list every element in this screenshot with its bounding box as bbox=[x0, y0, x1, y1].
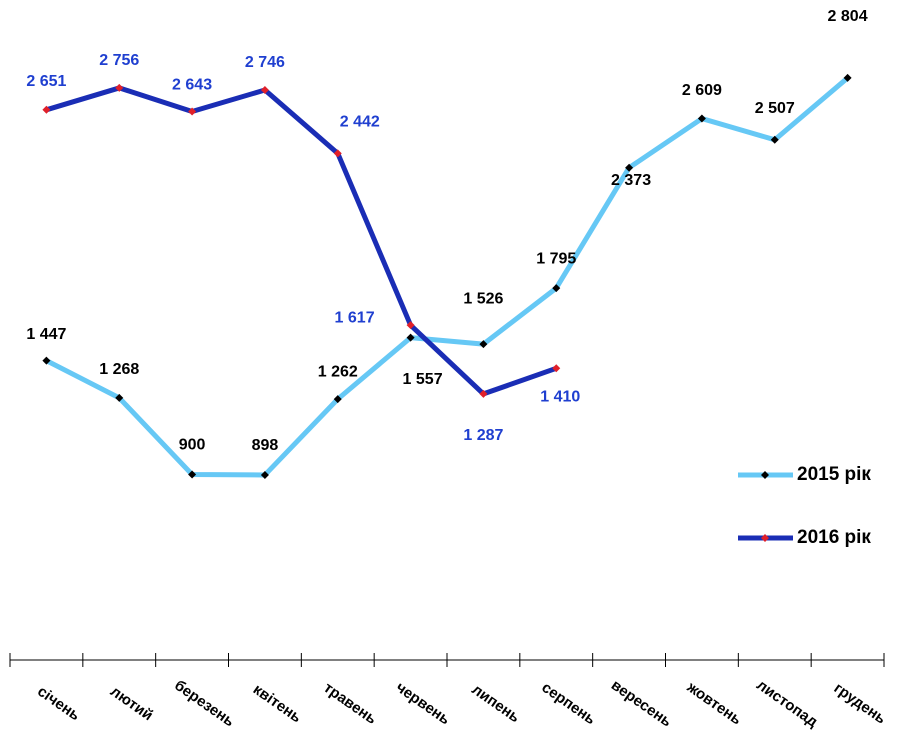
x-tick-label: квітень bbox=[250, 681, 305, 726]
marker bbox=[42, 105, 51, 114]
value-label: 898 bbox=[252, 437, 279, 454]
value-label: 1 617 bbox=[335, 309, 375, 326]
marker bbox=[406, 333, 415, 342]
marker bbox=[552, 364, 561, 373]
value-label: 2 609 bbox=[682, 82, 722, 99]
value-label: 900 bbox=[179, 437, 206, 454]
marker bbox=[188, 107, 197, 116]
x-tick-label: жовтень bbox=[683, 678, 745, 728]
marker bbox=[115, 83, 124, 92]
value-label: 2 442 bbox=[340, 114, 380, 131]
x-tick-label: грудень bbox=[831, 680, 889, 728]
marker bbox=[42, 356, 51, 365]
x-tick-label: січень bbox=[34, 683, 83, 724]
value-label: 1 557 bbox=[403, 371, 443, 388]
legend-marker bbox=[761, 471, 769, 479]
value-label: 2 746 bbox=[245, 54, 285, 71]
x-tick-label: червень bbox=[393, 679, 453, 728]
value-label: 1 526 bbox=[463, 290, 503, 307]
marker bbox=[406, 321, 415, 330]
marker bbox=[479, 389, 488, 398]
value-label: 1 268 bbox=[99, 361, 139, 378]
legend-label: 2016 рік bbox=[797, 527, 871, 548]
series-line bbox=[45, 85, 558, 397]
x-tick-label: лютий bbox=[107, 683, 156, 724]
series-line bbox=[45, 76, 850, 478]
marker bbox=[625, 163, 634, 172]
marker bbox=[697, 114, 706, 123]
value-label: 2 643 bbox=[172, 77, 212, 94]
value-label: 1 447 bbox=[26, 326, 66, 343]
marker bbox=[188, 470, 197, 479]
legend-marker bbox=[761, 534, 769, 542]
marker bbox=[479, 340, 488, 349]
x-tick-label: травень bbox=[320, 679, 379, 728]
legend-label: 2015 рік bbox=[797, 464, 871, 485]
value-label: 1 262 bbox=[318, 363, 358, 380]
value-label: 1 287 bbox=[463, 427, 503, 444]
value-label: 2 651 bbox=[26, 73, 66, 90]
marker bbox=[260, 86, 269, 95]
x-tick-label: серпень bbox=[538, 679, 598, 728]
marker bbox=[843, 73, 852, 82]
marker bbox=[115, 393, 124, 402]
value-label: 2 507 bbox=[755, 100, 795, 117]
marker bbox=[552, 284, 561, 293]
value-label: 2 756 bbox=[99, 52, 139, 69]
marker bbox=[333, 395, 342, 404]
value-label: 2 373 bbox=[611, 172, 651, 189]
value-label: 1 410 bbox=[540, 389, 580, 406]
value-label: 2 804 bbox=[828, 8, 868, 25]
x-tick-label: листопад bbox=[753, 676, 821, 731]
marker bbox=[770, 135, 779, 144]
x-tick-label: липень bbox=[469, 681, 523, 726]
marker bbox=[333, 149, 342, 158]
x-tick-label: березень bbox=[171, 677, 237, 731]
x-tick-label: вересень bbox=[608, 677, 675, 731]
value-label: 1 795 bbox=[536, 250, 576, 267]
marker bbox=[260, 470, 269, 479]
